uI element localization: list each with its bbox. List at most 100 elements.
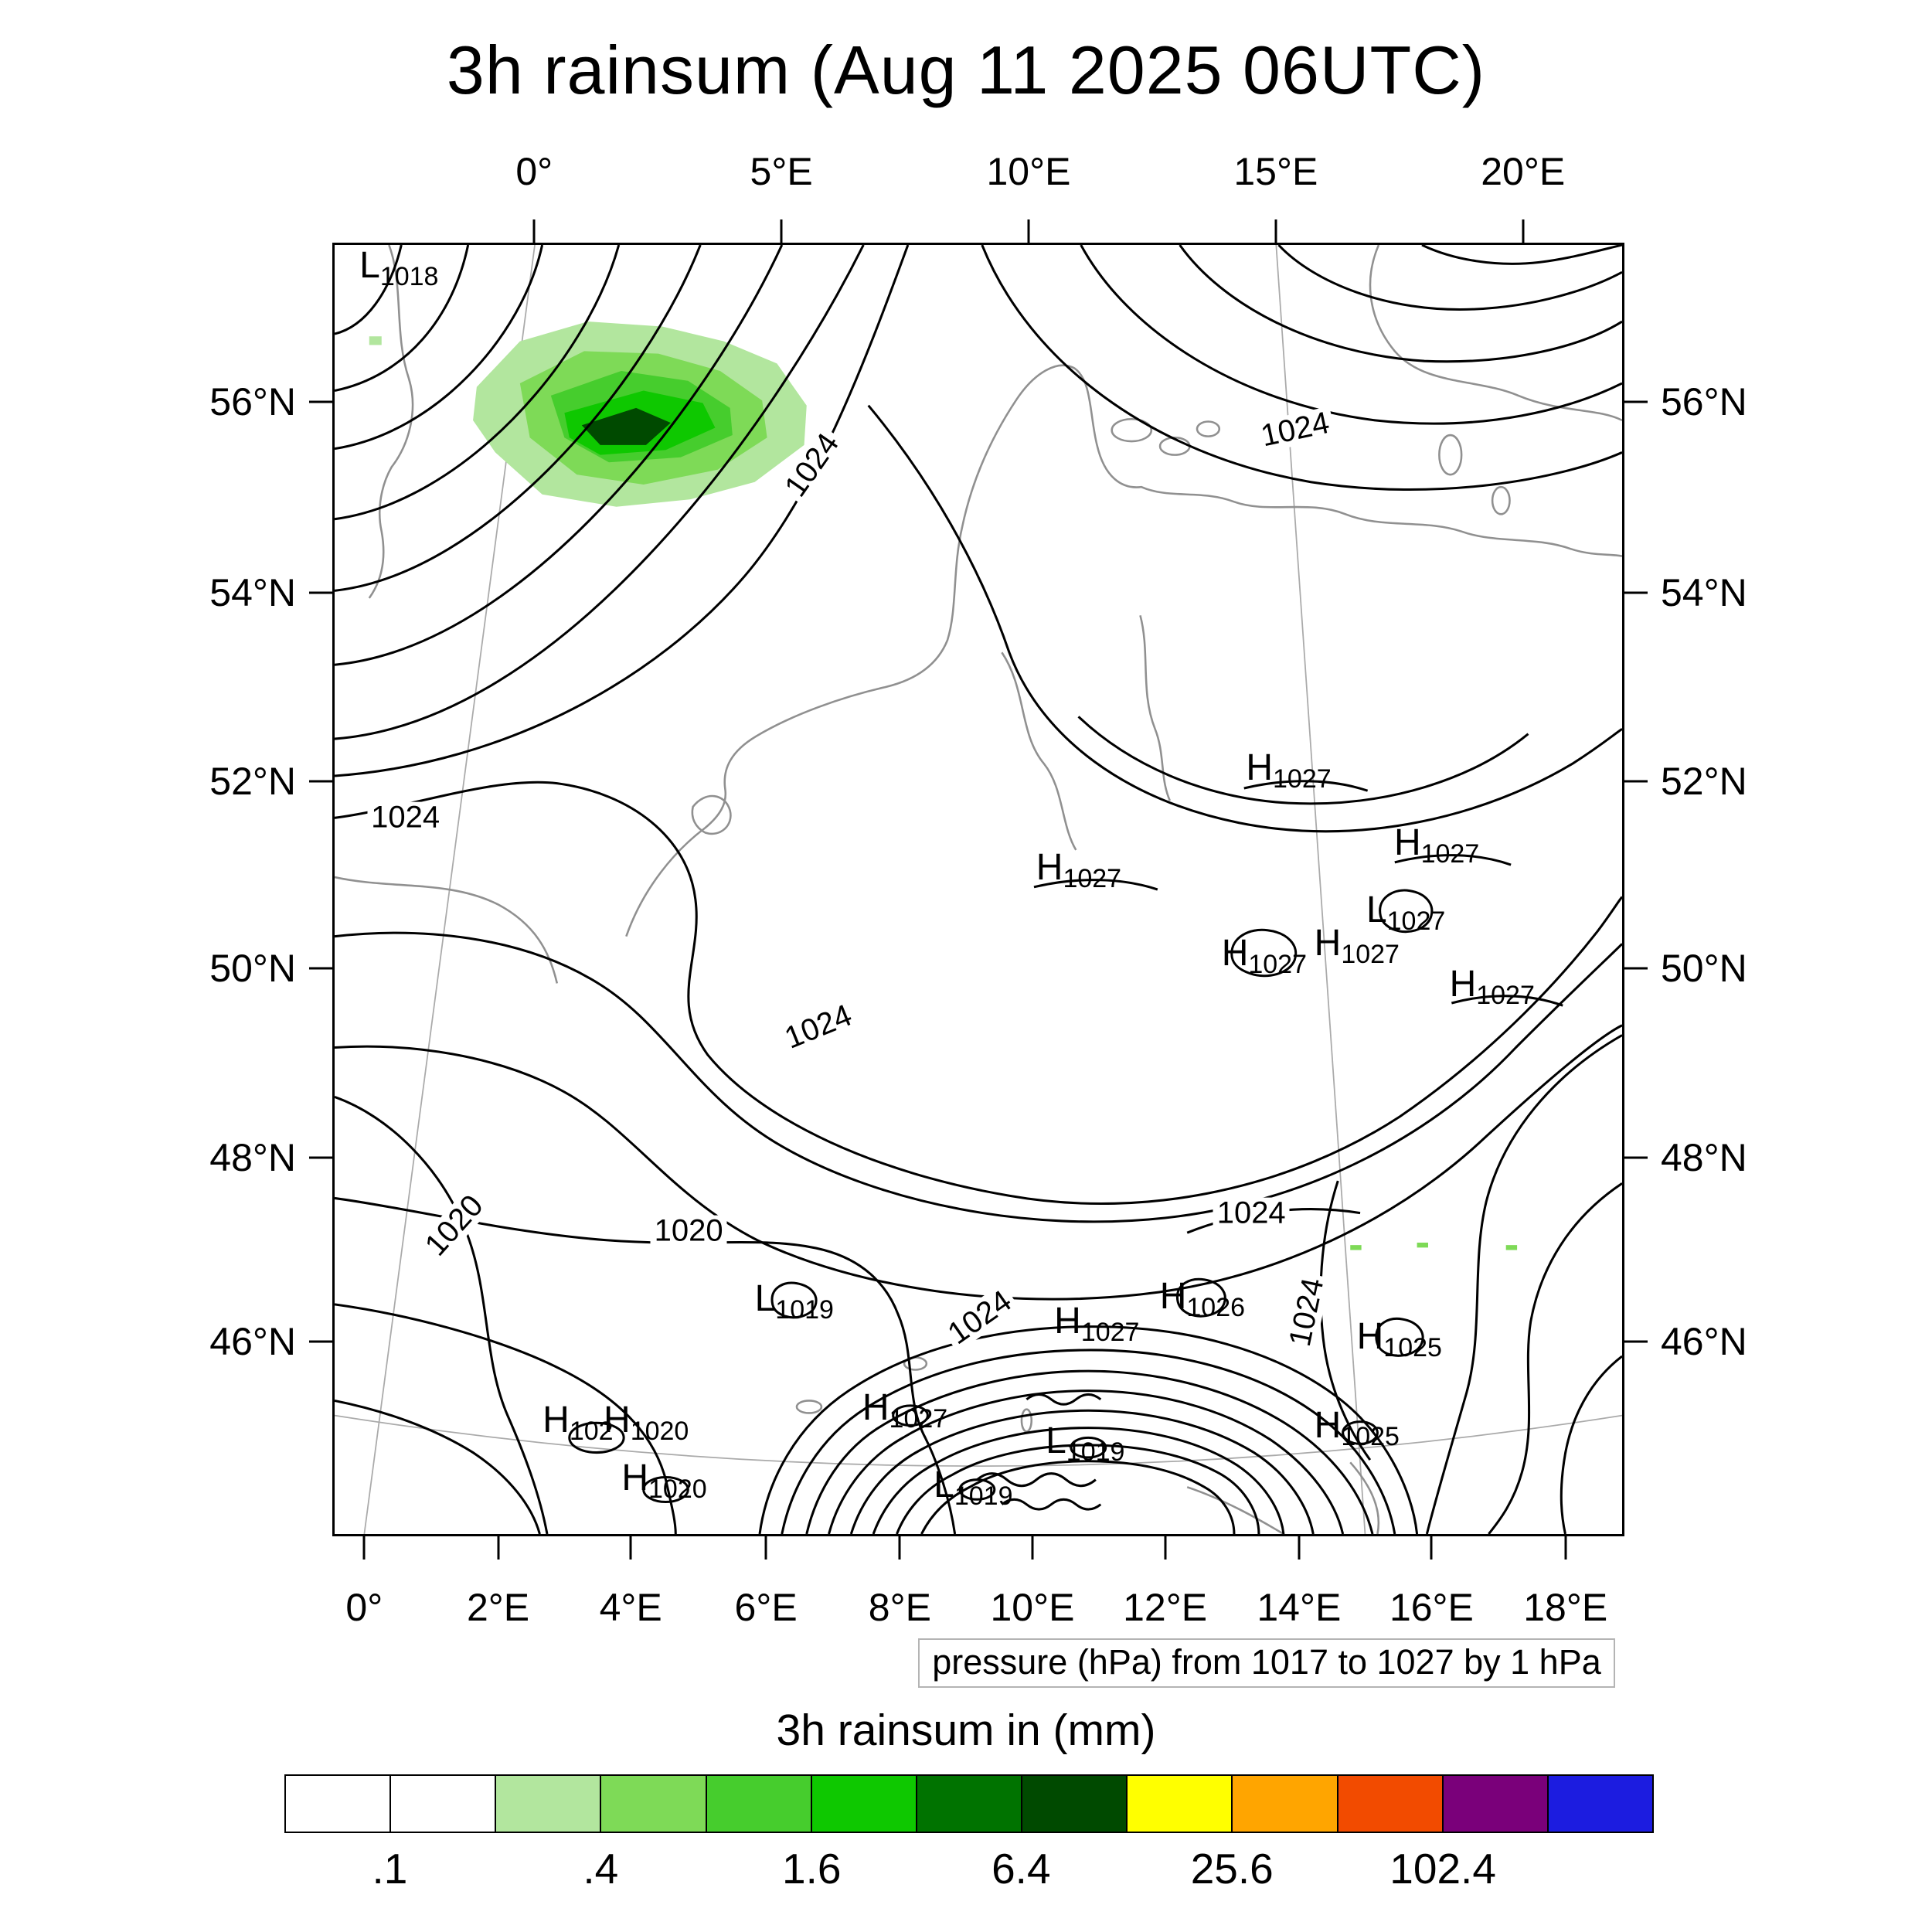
axis-label-bottom: 8°E — [868, 1586, 931, 1629]
axis-label-right: 56°N — [1661, 380, 1747, 424]
pressure-center-letter: L — [754, 1278, 776, 1320]
axis-tick-right — [1624, 780, 1648, 783]
pressure-center-label: H1025 — [1314, 1404, 1400, 1450]
weather-map-canvas — [335, 245, 1622, 1534]
colorbar-tick-label: 6.4 — [992, 1845, 1051, 1893]
pressure-center-value: 1019 — [775, 1295, 834, 1325]
axis-tick-bottom — [764, 1536, 767, 1560]
axis-label-top: 15°E — [1233, 150, 1318, 193]
axis-tick-right — [1624, 1156, 1648, 1159]
pressure-center-label: H1027 — [1036, 846, 1121, 892]
pressure-center-value: 102 — [569, 1417, 614, 1447]
pressure-center-letter: H — [1036, 846, 1063, 888]
colorbar-tick-label: 1.6 — [781, 1845, 842, 1893]
pressure-center-value: 1027 — [889, 1403, 948, 1434]
colorbar-cell — [1022, 1776, 1128, 1832]
pressure-center-value: 1027 — [1248, 950, 1307, 980]
axis-tick-bottom — [898, 1536, 901, 1560]
pressure-center-letter: H — [1356, 1315, 1384, 1357]
pressure-center-letter: H — [621, 1458, 648, 1499]
colorbar-tick-label: 102.4 — [1389, 1845, 1496, 1893]
pressure-center-label: H1027 — [862, 1386, 947, 1432]
colorbar-cell — [1128, 1776, 1233, 1832]
colorbar-cell — [1233, 1776, 1338, 1832]
pressure-center-value: 1020 — [630, 1417, 689, 1447]
pressure-center-label: H1020 — [604, 1400, 689, 1445]
axis-label-bottom: 16°E — [1389, 1586, 1474, 1629]
colorbar-title: 3h rainsum in (mm) — [776, 1706, 1156, 1755]
pressure-center-label: H1025 — [1356, 1315, 1442, 1361]
axis-label-left: 46°N — [209, 1320, 296, 1364]
axis-tick-bottom — [362, 1536, 366, 1560]
colorbar-cell — [1338, 1776, 1444, 1832]
pressure-center-letter: L — [1366, 889, 1387, 930]
colorbar-tick-row: .1 .4 1.6 6.4 25.6 102.4 — [284, 1844, 1654, 1898]
isobar-label: 1024 — [939, 1282, 1020, 1352]
isobar-label: 1024 — [367, 801, 444, 833]
axis-label-left: 48°N — [209, 1135, 296, 1179]
axis-tick-right — [1624, 967, 1648, 970]
axis-label-bottom: 12°E — [1123, 1586, 1208, 1629]
pressure-center-letter: H — [1246, 747, 1274, 789]
axis-label-top: 10°E — [986, 150, 1071, 193]
axis-tick-left — [309, 591, 332, 594]
axis-label-bottom: 10°E — [990, 1586, 1075, 1629]
pressure-center-letter: L — [359, 244, 380, 286]
colorbar-cell — [811, 1776, 917, 1832]
axis-label-top: 5°E — [750, 150, 813, 193]
pressure-center-label: H102 — [543, 1402, 613, 1445]
pressure-center-label: H1027 — [1221, 933, 1307, 978]
colorbar-cell — [1443, 1776, 1549, 1832]
isobars — [335, 245, 1622, 1534]
pressure-caption: pressure (hPa) from 1017 to 1027 by 1 hP… — [918, 1638, 1615, 1688]
pressure-center-letter: H — [1449, 964, 1477, 1005]
pressure-center-letter: H — [604, 1400, 631, 1441]
colorbar-cell — [917, 1776, 1023, 1832]
pressure-center-letter: H — [862, 1386, 889, 1428]
axis-label-top: 20°E — [1481, 150, 1566, 193]
pressure-center-value: 1027 — [1386, 906, 1446, 936]
pressure-center-value: 1026 — [1186, 1293, 1246, 1323]
isobar-label: 1024 — [777, 424, 848, 506]
isobar-label: 1024 — [1283, 1271, 1330, 1353]
colorbar-tick-label: 25.6 — [1190, 1845, 1274, 1893]
isobar-label: 1020 — [650, 1215, 727, 1247]
pressure-center-value: 1019 — [954, 1481, 1013, 1511]
axis-tick-top — [532, 219, 536, 243]
pressure-center-value: 1027 — [1080, 1317, 1140, 1347]
pressure-center-value: 1027 — [1476, 981, 1535, 1011]
pressure-center-label: H1026 — [1160, 1278, 1245, 1321]
axis-tick-top — [1274, 219, 1277, 243]
pressure-center-contours — [568, 780, 1563, 1503]
colorbar-cell — [706, 1776, 812, 1832]
pressure-center-letter: H — [1393, 821, 1421, 863]
pressure-center-label: L1019 — [934, 1464, 1012, 1509]
pressure-center-label: H1027 — [1393, 821, 1479, 867]
axis-tick-bottom — [1031, 1536, 1034, 1560]
pressure-center-letter: H — [1314, 1404, 1342, 1446]
colorbar-cell — [601, 1776, 707, 1832]
axis-tick-bottom — [1430, 1536, 1433, 1560]
axis-tick-left — [309, 400, 332, 403]
pressure-center-letter: L — [934, 1464, 954, 1505]
axis-tick-left — [309, 967, 332, 970]
pressure-center-value: 1027 — [1063, 863, 1122, 893]
pressure-center-letter: H — [1221, 933, 1249, 975]
axis-tick-left — [309, 780, 332, 783]
axis-tick-left — [309, 1340, 332, 1343]
axis-label-right: 54°N — [1661, 571, 1747, 615]
colorbar-tick-label: .4 — [583, 1845, 619, 1893]
pressure-center-value: 1027 — [1341, 940, 1400, 970]
map-label-layer: 1024 1024 1024 1024 1020 1020 1024 1024 1024 L101… — [335, 245, 1622, 1534]
axis-label-top: 0° — [515, 150, 553, 193]
isobar-label: 1024 — [777, 998, 860, 1056]
isobar-label: 1024 — [1254, 405, 1336, 453]
axis-label-right: 50°N — [1661, 946, 1747, 990]
axis-label-bottom: 14°E — [1257, 1586, 1342, 1629]
pressure-center-letter: L — [1046, 1420, 1066, 1461]
pressure-center-label: H1020 — [621, 1458, 706, 1503]
colorbar-cell — [1548, 1776, 1653, 1832]
axis-tick-bottom — [629, 1536, 632, 1560]
pressure-center-label: L1019 — [754, 1278, 834, 1324]
